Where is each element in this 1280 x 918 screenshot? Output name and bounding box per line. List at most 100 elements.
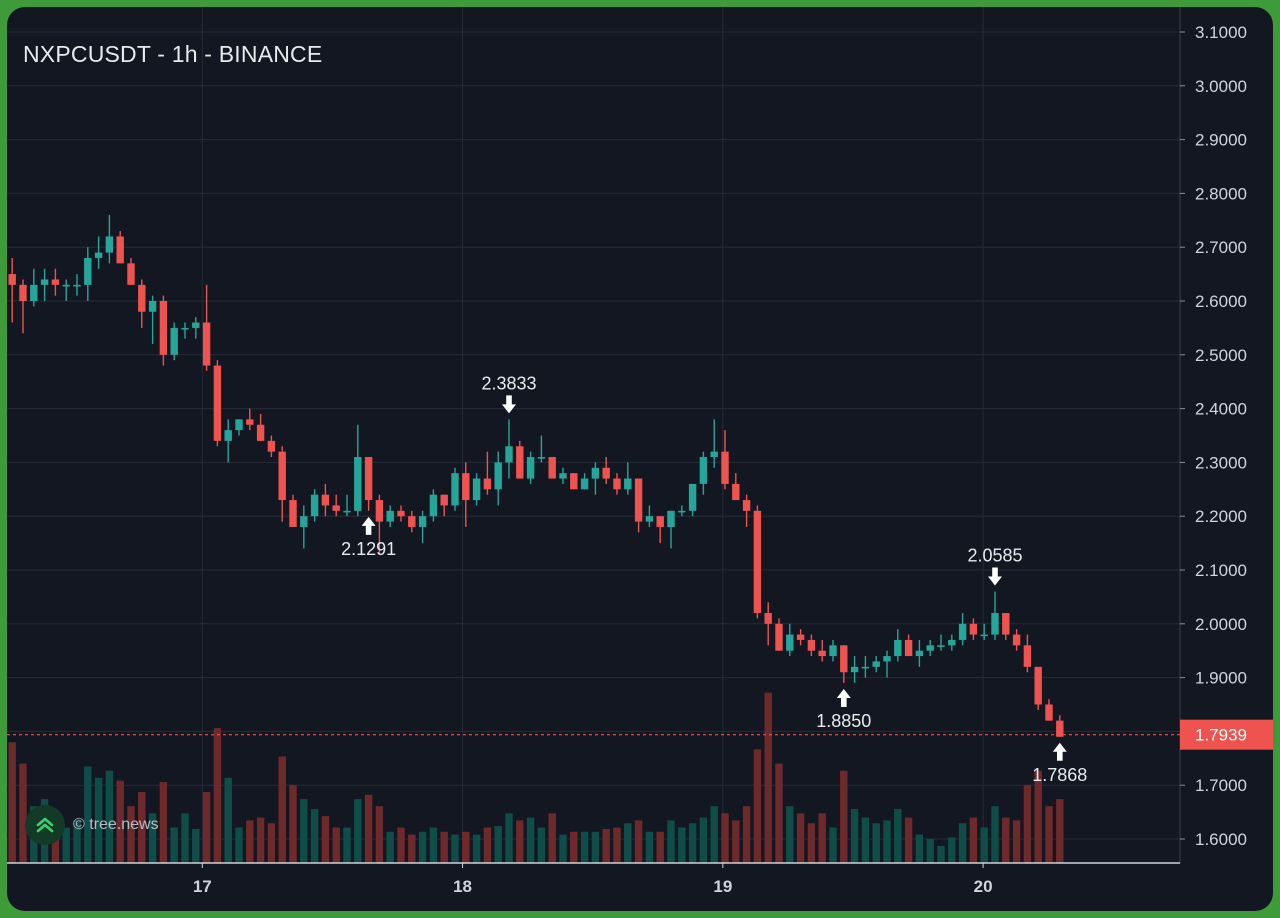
candle xyxy=(278,451,286,501)
volume-bar xyxy=(202,792,211,863)
candle xyxy=(73,284,81,287)
candle xyxy=(1012,634,1021,646)
volume-bar xyxy=(148,813,157,863)
volume-bar xyxy=(894,809,902,863)
volume-bar xyxy=(289,784,297,863)
candle xyxy=(559,473,567,479)
volume-bar xyxy=(537,827,546,863)
candle xyxy=(1034,666,1042,705)
annotation-label: 1.7868 xyxy=(1032,765,1087,785)
candle xyxy=(980,634,988,637)
volume-bar xyxy=(256,817,265,863)
volume-bar xyxy=(721,813,729,863)
volume-bar xyxy=(634,820,643,863)
price-tick-label: 2.6000 xyxy=(1195,292,1247,311)
candle xyxy=(591,467,600,479)
candle xyxy=(667,510,675,527)
volume-bar xyxy=(840,770,848,863)
candle xyxy=(138,284,146,312)
price-axis[interactable]: 3.1000 3.0000 2.9000 2.8000 2.7000 2.6000 2.50… xyxy=(7,7,1273,863)
candle xyxy=(127,263,135,285)
candlestick-chart[interactable]: 2.3833 2.1291 2.0585 1.8850 1.7868 3.1000 3.0… xyxy=(7,7,1273,911)
volume-bar xyxy=(559,834,567,863)
volume-bar xyxy=(516,820,524,863)
volume-bar xyxy=(170,827,178,863)
volume-bar xyxy=(570,831,578,863)
candle xyxy=(537,457,546,459)
candle xyxy=(786,634,794,651)
volume-bar xyxy=(310,809,319,863)
candle xyxy=(397,510,405,517)
candle xyxy=(624,478,632,490)
volume-bar xyxy=(1002,817,1010,863)
volume-bar xyxy=(300,799,308,863)
volume-bar xyxy=(926,838,934,863)
candle xyxy=(202,322,211,366)
candle xyxy=(721,451,729,484)
candle xyxy=(300,516,308,527)
volume-bar xyxy=(472,834,481,863)
candle xyxy=(602,467,610,479)
candle xyxy=(926,645,934,651)
candle xyxy=(969,623,978,635)
candle xyxy=(570,473,578,490)
candle xyxy=(84,257,92,285)
volume-bar xyxy=(796,813,805,863)
price-tick-label: 1.6000 xyxy=(1195,830,1247,849)
candle xyxy=(375,500,384,522)
candle xyxy=(224,430,232,441)
last-price-badge xyxy=(1180,719,1273,750)
candle xyxy=(494,462,502,490)
volume-bar xyxy=(591,831,600,863)
candle xyxy=(634,478,643,522)
candle xyxy=(30,284,38,301)
candle xyxy=(408,516,416,527)
candle xyxy=(19,284,27,301)
volume-bar xyxy=(354,799,362,863)
candle xyxy=(613,478,621,490)
candle xyxy=(742,500,751,511)
annotations: 2.3833 2.1291 2.0585 1.8850 1.7868 xyxy=(341,373,1087,784)
candle xyxy=(332,505,340,511)
volume-bar xyxy=(19,763,27,863)
candle xyxy=(991,613,999,635)
volume-bar xyxy=(948,837,956,863)
candle xyxy=(192,322,200,328)
volume-bar xyxy=(624,823,632,863)
candle xyxy=(775,623,783,651)
candle xyxy=(181,327,189,330)
candle xyxy=(829,645,837,657)
candle xyxy=(904,639,913,657)
volume-bar xyxy=(462,831,470,863)
watermark: © tree.news xyxy=(25,805,159,845)
candle xyxy=(159,301,168,355)
volume-bar xyxy=(915,834,924,863)
candle xyxy=(62,284,70,287)
candles xyxy=(8,214,1064,737)
chart-frame: 2.3833 2.1291 2.0585 1.8850 1.7868 3.1000 3.0… xyxy=(7,7,1273,911)
volume-bar xyxy=(602,828,610,863)
up-arrow-icon xyxy=(361,516,376,535)
candle xyxy=(526,457,535,479)
candle xyxy=(850,666,859,673)
candle xyxy=(483,478,492,490)
volume-bar xyxy=(494,826,502,863)
volume-bar xyxy=(861,817,870,863)
candle xyxy=(51,279,60,285)
volume-bar xyxy=(408,834,416,863)
volume-bar xyxy=(1056,799,1064,863)
candle xyxy=(796,634,805,640)
time-axis[interactable]: 17 18 19 20 xyxy=(7,862,1180,896)
price-tick-label: 2.3000 xyxy=(1195,453,1247,472)
volume-bar xyxy=(548,813,556,863)
candle xyxy=(937,645,945,647)
time-tick-label: 17 xyxy=(193,877,212,896)
candle xyxy=(148,301,157,312)
time-tick-label: 20 xyxy=(974,877,993,896)
volume-bar xyxy=(192,828,200,863)
candle xyxy=(364,457,373,501)
volume-bar xyxy=(580,831,589,863)
candle xyxy=(678,510,686,513)
volume-bar xyxy=(235,827,243,863)
volume-bar xyxy=(224,777,232,863)
